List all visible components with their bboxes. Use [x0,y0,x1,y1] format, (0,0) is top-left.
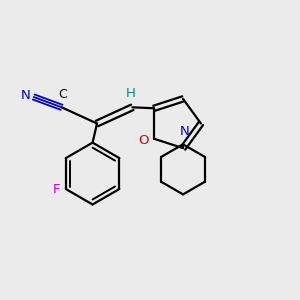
Text: N: N [20,89,30,102]
Text: H: H [126,87,136,100]
Text: N: N [180,125,189,138]
Text: C: C [58,88,67,101]
Text: O: O [138,134,149,147]
Text: F: F [53,182,61,196]
